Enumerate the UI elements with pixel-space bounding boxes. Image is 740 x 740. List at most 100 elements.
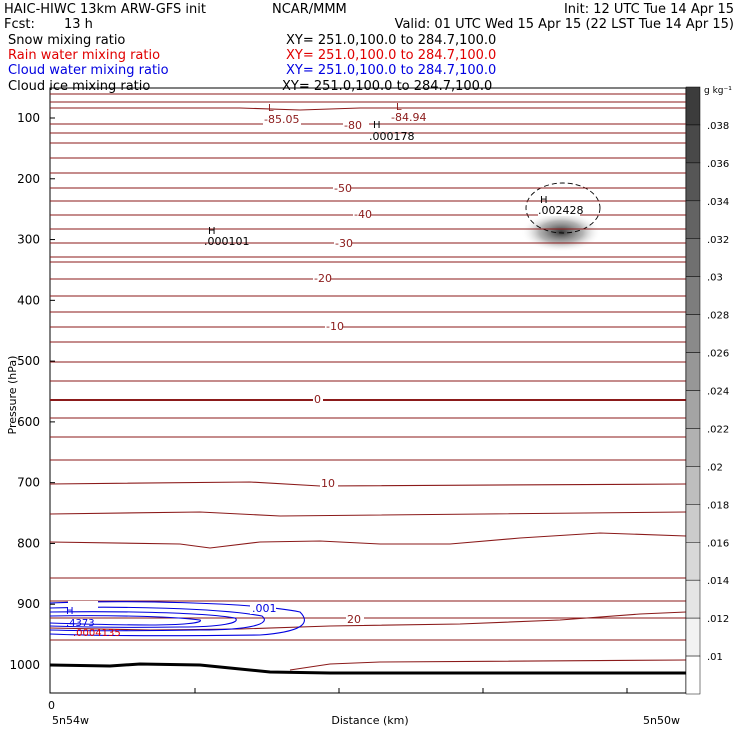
temperature-label: -84.94 [391,111,426,124]
temperature-label: -80 [344,119,362,132]
colorbar-swatch [685,276,701,315]
y-tick-label: 600 [17,415,40,429]
cloud-water-contour [50,601,305,637]
colorbar-swatch [685,86,701,126]
colorbar-swatch [685,428,701,467]
terrain-surface [50,662,686,675]
colorbar-tick-label: .032 [707,235,729,246]
high-marker: H [66,606,74,617]
low-marker: L [396,102,402,113]
temperature-labels: L -85.05 L -84.94 -80 -50 -40 -30 -20 -1… [264,102,426,626]
cloud-water-label: .001 [252,602,277,615]
field-name: Rain water mixing ratio [8,48,160,63]
colorbar-swatch [685,352,701,391]
y-tick-label: 500 [17,354,40,368]
extremum-value: .0004135 [73,628,121,639]
cloud-water-contour [50,606,265,632]
cloud-water-contour [50,611,237,628]
cloud-water-contours [50,601,305,637]
temperature-contours [50,93,686,671]
plot-area [50,93,686,675]
colorbar-tick-label: .01 [707,652,723,663]
colorbar-tick-label: .028 [707,311,729,322]
label-backgrounds [250,112,580,625]
y-tick-label: 800 [17,536,40,550]
x-tick-label: 0 [48,699,55,712]
x-axis-ticks [49,688,628,693]
temperature-label: -40 [354,208,372,221]
organization-label: NCAR/MMM [272,2,347,17]
colorbar-tick-label: .038 [707,121,729,132]
isotherm [50,511,686,517]
snow-contour [525,182,601,234]
field-xy: XY= 251.0,100.0 to 284.7,100.0 [286,48,496,63]
y-tick-label: 100 [17,111,40,125]
colorbar-swatch [685,542,701,581]
field-xy: XY= 251.0,100.0 to 284.7,100.0 [286,63,496,78]
colorbar-tick-label: .016 [707,538,729,549]
isotherm [50,107,686,111]
field-xy: XY= 251.0,100.0 to 284.7,100.0 [286,33,496,48]
temperature-label: 0 [314,393,321,406]
init-time: Init: 12 UTC Tue 14 Apr 15 [564,2,734,17]
field-list: Snow mixing ratio XY= 251.0,100.0 to 284… [8,33,496,94]
field-name: Snow mixing ratio [8,33,125,48]
y-tick-label: 400 [17,293,40,307]
colorbar-swatch [685,655,701,695]
colorbar-tick-label: .018 [707,500,729,511]
colorbar-swatch [685,162,701,202]
valid-time: Valid: 01 UTC Wed 15 Apr 15 (22 LST Tue … [395,17,734,32]
isotherm [50,481,686,487]
colorbar-tick-label: .036 [707,159,729,170]
extrema-labels: H .000178 H .002428 H .000101 H .4373 .0… [66,120,584,639]
x-axis-title: Distance (km) [331,714,408,727]
field-name: Cloud ice mixing ratio [8,79,150,94]
colorbar-tick-label: .026 [707,349,729,360]
x-left-endpoint: 5n54w [52,714,89,727]
colorbar-tick-label: .03 [707,273,723,284]
isotherm [50,611,686,631]
temperature-label: -85.05 [264,113,299,126]
extremum-value: .4373 [66,618,95,629]
colorbar-swatch [685,504,701,543]
colorbar-swatch [685,579,701,619]
y-tick-label: 300 [17,233,40,247]
colorbar-unit: g kg⁻¹ [704,86,732,96]
high-marker: H [540,195,548,206]
temperature-label: -50 [334,182,352,195]
colorbar-swatch [685,124,701,164]
extremum-value: .000101 [204,235,250,248]
figure-title: HAIC-HIWC 13km ARW-GFS init [4,2,206,17]
forecast-label: Fcst: [4,17,35,32]
temperature-label: -30 [335,237,353,250]
x-right-endpoint: 5n50w [643,714,680,727]
colorbar-swatch [685,238,701,277]
cloud-water-contour [50,615,201,626]
low-marker: L [268,103,274,114]
y-tick-label: 1000 [9,658,40,672]
high-marker: H [208,226,216,237]
colorbar-swatch [685,390,701,429]
colorbar-swatch [685,466,701,505]
colorbar-tick-label: .012 [707,614,729,625]
isotherm [289,659,686,671]
colorbar-tick-label: .014 [707,576,729,587]
colorbar-tick-label: .022 [707,424,729,435]
forecast-hour: 13 h [64,17,93,32]
temperature-label: -10 [326,320,344,333]
field-xy: XY= 251.0,100.0 to 284.7,100.0 [282,79,492,94]
y-tick-label: 900 [17,597,40,611]
temperature-label: 10 [321,477,335,490]
cloud-ice-shading [521,212,601,252]
colorbar-swatch [685,314,701,353]
colorbar-swatch [685,617,701,657]
extremum-value: .000178 [369,130,415,143]
colorbar-tick-label: .024 [707,387,729,398]
colorbar-swatch [685,200,701,239]
y-tick-label: 200 [17,172,40,186]
y-axis-title: Pressure (hPa) [6,356,19,435]
high-marker: H [373,120,381,131]
isotherm [50,532,686,549]
extremum-value: .002428 [538,204,584,217]
